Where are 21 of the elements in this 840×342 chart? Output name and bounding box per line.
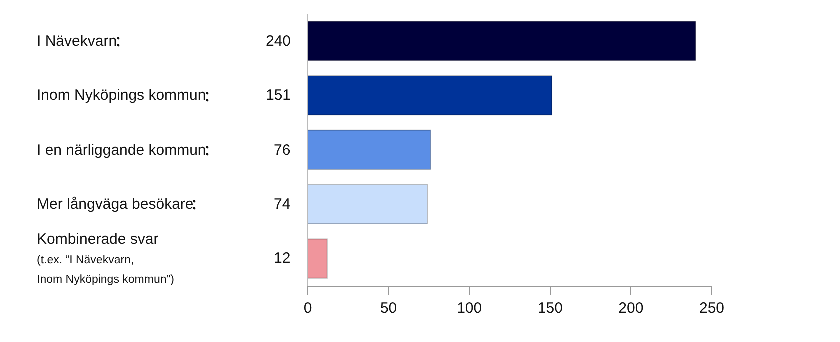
bar — [308, 21, 696, 62]
data-label: 74 — [274, 196, 291, 213]
y-tick-label: Kombinerade svar (t.ex. ”I Nävekvarn, Inom Nyköpings kommun”) — [37, 231, 175, 286]
bar — [308, 184, 428, 224]
x-tick-label: 0 — [304, 300, 312, 317]
y-tick-label: Inom Nyköpings kommun — [37, 87, 206, 104]
bar — [308, 130, 432, 170]
y-tick-label: I Nävekvarn — [37, 33, 118, 50]
y-tick-label: I en närliggande kommun — [37, 142, 206, 159]
x-tick-label: 250 — [699, 300, 725, 317]
data-label: 76 — [274, 142, 291, 159]
x-tick-label: 150 — [538, 300, 563, 317]
x-tick-label: 100 — [457, 300, 482, 317]
x-tick-label: 200 — [618, 300, 644, 317]
bar — [308, 238, 328, 279]
x-tick-label: 50 — [380, 300, 398, 317]
bar — [308, 76, 553, 116]
data-label: 240 — [266, 33, 292, 50]
y-tick-label: Mer långväga besökare — [37, 196, 194, 213]
data-label: 12 — [274, 250, 291, 267]
data-label: 151 — [266, 87, 292, 104]
